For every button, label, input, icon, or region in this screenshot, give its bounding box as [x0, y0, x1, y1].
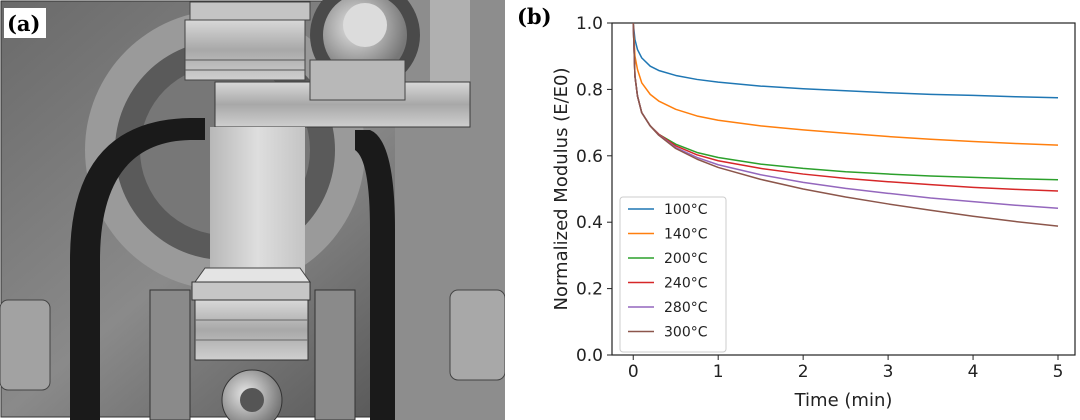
legend: 100°C 140°C 200°C 240°C 280°C 300°C — [619, 196, 727, 353]
legend-label: 240°C — [664, 276, 708, 292]
x-tick-label: 2 — [798, 362, 809, 382]
series-line-2 — [632, 22, 1059, 181]
series-lines — [632, 22, 1059, 227]
plot-frame — [611, 22, 1076, 356]
legend-label: 100°C — [664, 202, 708, 218]
y-tick-label: 0.0 — [576, 346, 603, 366]
y-tick-label: 0.2 — [576, 280, 603, 300]
x-tick-label: 0 — [628, 362, 639, 382]
x-tick-label: 5 — [1053, 362, 1064, 382]
series-line-5 — [632, 22, 1059, 227]
y-axis-title: Normalized Modulus (E/E0) — [551, 68, 572, 311]
y-tick-label: 0.6 — [576, 147, 603, 167]
legend-label: 300°C — [664, 325, 708, 341]
fixture-photo: (a) — [0, 0, 505, 420]
modulus-chart: (b) 0 1 2 3 4 5 0.0 0.2 0.4 0.6 0.8 1.0 100°C 140°C 2… — [517, 4, 1076, 411]
x-axis-title: Time (min) — [794, 390, 893, 411]
series-line-1 — [632, 22, 1059, 146]
legend-label: 200°C — [664, 251, 708, 267]
panel-b-label: (b) — [517, 4, 552, 29]
y-tick-label: 0.8 — [576, 80, 603, 100]
x-tick-label: 1 — [713, 362, 724, 382]
y-tick-label: 0.4 — [576, 213, 603, 233]
y-tick-label: 1.0 — [576, 14, 603, 34]
x-tick-label: 4 — [968, 362, 979, 382]
axes: 0 1 2 3 4 5 0.0 0.2 0.4 0.6 0.8 1.0 — [576, 14, 1076, 382]
series-line-0 — [632, 22, 1059, 99]
legend-box — [619, 196, 727, 353]
legend-label: 280°C — [664, 300, 708, 316]
legend-label: 140°C — [664, 227, 708, 243]
x-tick-label: 3 — [883, 362, 894, 382]
series-line-3 — [632, 22, 1059, 192]
panel-a-label: (a) — [7, 11, 40, 36]
